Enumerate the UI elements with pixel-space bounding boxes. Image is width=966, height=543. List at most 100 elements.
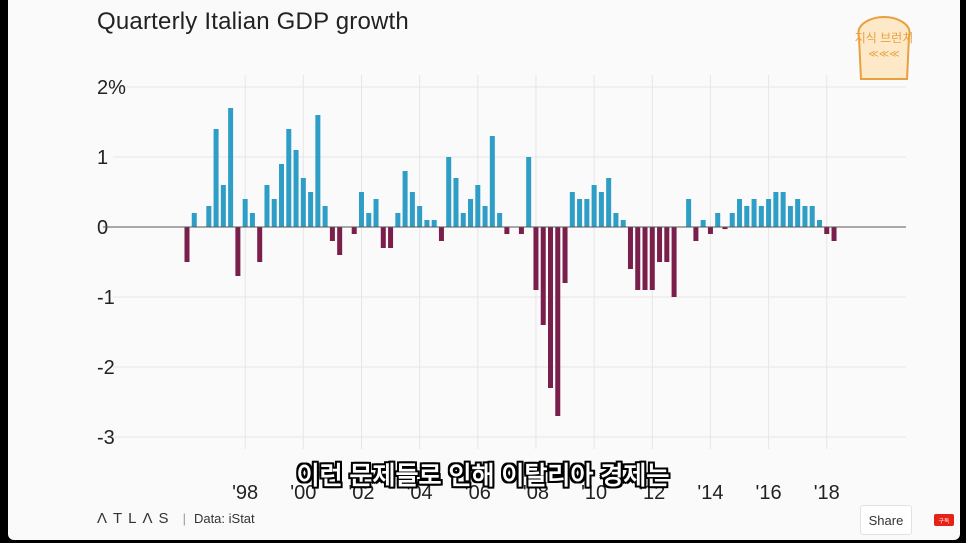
bar xyxy=(569,192,575,227)
bar xyxy=(279,164,285,227)
bar xyxy=(751,199,757,227)
y-tick-label: -3 xyxy=(97,427,115,449)
bar xyxy=(671,227,677,297)
bar xyxy=(431,220,437,227)
bar xyxy=(657,227,663,262)
bar xyxy=(744,206,750,227)
subscribe-badge[interactable]: 구독 xyxy=(934,514,954,526)
bar xyxy=(213,129,219,227)
bar xyxy=(809,206,815,227)
bar xyxy=(722,227,728,230)
bar xyxy=(322,206,328,227)
bar xyxy=(417,206,423,227)
bar xyxy=(300,178,306,227)
bar xyxy=(497,213,503,227)
bar xyxy=(700,220,706,227)
bar xyxy=(264,185,270,227)
bar xyxy=(526,157,532,227)
bar xyxy=(482,206,488,227)
bar xyxy=(373,199,379,227)
bar xyxy=(766,199,772,227)
bar xyxy=(409,192,415,227)
bar xyxy=(577,199,583,227)
bar xyxy=(191,213,197,227)
svg-text:≪≪≪: ≪≪≪ xyxy=(868,49,899,60)
x-tick-label: '04 xyxy=(407,482,433,504)
bar xyxy=(620,220,626,227)
bar xyxy=(249,213,255,227)
chart-title: Quarterly Italian GDP growth xyxy=(97,8,409,35)
bar xyxy=(468,199,474,227)
x-tick-label: '02 xyxy=(348,482,374,504)
bar xyxy=(286,129,292,227)
bar xyxy=(548,227,553,388)
bar xyxy=(402,171,408,227)
bar xyxy=(780,192,786,227)
bar xyxy=(787,206,793,227)
bar xyxy=(635,227,641,290)
bar xyxy=(206,206,212,227)
bar xyxy=(438,227,444,241)
x-tick-label: '18 xyxy=(814,482,840,504)
bar xyxy=(540,227,546,325)
bar xyxy=(380,227,386,248)
bar xyxy=(184,227,190,262)
y-tick-label: 2% xyxy=(97,77,126,99)
bar xyxy=(242,199,248,227)
channel-badge[interactable]: ≪≪≪ 지식 브런치 xyxy=(849,15,919,83)
x-tick-label: '98 xyxy=(232,482,258,504)
bar xyxy=(351,227,357,234)
bar xyxy=(729,213,735,227)
footer-brand: ΛTLΛS | Data: iStat xyxy=(97,510,255,527)
bar xyxy=(802,206,808,227)
y-tick-label: -2 xyxy=(97,357,115,379)
bar xyxy=(642,227,648,290)
bar-chart: 2% 1 0 -1 -2 -3 '98 '00 '02 '04 '06 '08 '10 '12 '14 '16… xyxy=(97,75,906,504)
y-tick-label: 1 xyxy=(97,147,108,169)
bar xyxy=(686,199,692,227)
bar xyxy=(271,199,277,227)
bar xyxy=(773,192,779,227)
footer-separator: | xyxy=(182,511,186,526)
bar xyxy=(737,199,743,227)
atlas-logo: ΛTLΛS xyxy=(97,510,175,527)
bar xyxy=(606,178,612,227)
share-button[interactable]: Share xyxy=(860,505,912,535)
bar xyxy=(388,227,394,248)
bar xyxy=(649,227,655,290)
bar xyxy=(562,227,568,283)
x-tick-label: '08 xyxy=(523,482,549,504)
bar xyxy=(460,213,466,227)
x-tick-label: '12 xyxy=(639,482,665,504)
bar xyxy=(293,150,299,227)
bar xyxy=(693,227,699,241)
video-subtitle: 이런 문제들로 인해 이탈리아 경제는 xyxy=(296,462,670,490)
bar xyxy=(228,108,234,227)
bar xyxy=(220,185,226,227)
bar xyxy=(257,227,263,262)
bar xyxy=(584,199,590,227)
bar xyxy=(366,213,372,227)
bar xyxy=(308,192,314,227)
bar xyxy=(475,185,481,227)
bar xyxy=(533,227,539,290)
x-tick-label: '14 xyxy=(697,482,723,504)
bar xyxy=(424,220,430,227)
bar xyxy=(613,213,619,227)
y-tick-label: -1 xyxy=(97,287,115,309)
bar xyxy=(315,115,321,227)
bar xyxy=(555,227,561,416)
bar xyxy=(831,227,837,241)
bar xyxy=(598,192,604,227)
bar xyxy=(337,227,343,255)
bar xyxy=(664,227,670,262)
bar xyxy=(795,199,801,227)
y-tick-label: 0 xyxy=(97,217,108,239)
channel-badge-text: 지식 브런치 xyxy=(854,31,914,45)
bar xyxy=(758,206,764,227)
bar xyxy=(235,227,241,276)
chart-card: Quarterly Italian GDP growth 2% 1 0 -1 -2 -3 '… xyxy=(8,0,960,540)
x-tick-label: '10 xyxy=(581,482,607,504)
bread-icon: ≪≪≪ xyxy=(857,15,911,80)
